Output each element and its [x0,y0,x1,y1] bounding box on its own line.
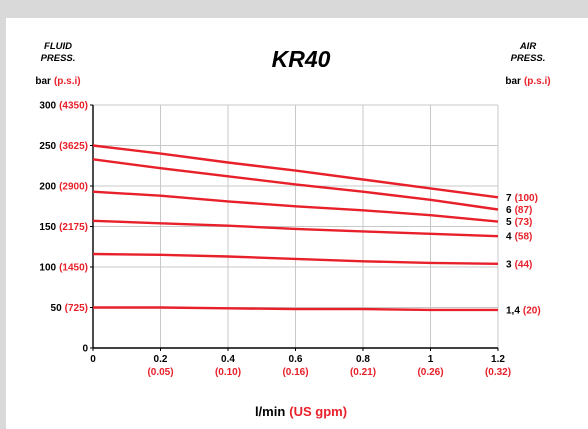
chart-svg: KR40 FLUID PRESS. AIR PRESS. bar (p.s.i) … [35,41,550,419]
series-label-main-4: 3 [506,259,512,270]
y-tick-label-0: 0 [82,344,88,355]
series-line-4 [92,252,499,265]
y-tick-label-alt-1: (725) [65,303,88,314]
x-tick-label-alt-6: (0.32) [485,367,511,378]
y-tick-label-5: 250 (3625) [39,141,88,152]
x-tick-label-2: 0.4 [221,354,235,365]
series-label-2: 5 (73) [506,217,532,228]
y-tick-label-alt-3: (2175) [59,222,88,233]
chart-title: KR40 [272,46,331,72]
series-label-alt-0: (100) [515,193,538,204]
y-tick-label-alt-4: (2900) [59,182,88,193]
series-label-main-1: 6 [506,205,512,216]
right-header-line1: AIR [519,41,537,52]
x-tick-label-1: 0.2 [154,354,168,365]
series-label-main-5: 1,4 [506,305,520,316]
x-tick-label-3: 0.6 [289,354,303,365]
x-tick-label-4: 0.8 [356,354,370,365]
x-axis-title-main: l/min [255,404,285,419]
series-label-alt-4: (44) [515,259,533,270]
series-label-main-2: 5 [506,217,512,228]
y-tick-label-main-5: 250 [39,141,56,152]
series-line-1 [92,158,499,211]
y-tick-label-main-2: 100 [39,263,56,274]
x-axis-title-alt: (US gpm) [289,404,347,419]
series-label-1: 6 (87) [506,205,532,216]
x-tick-label-alt-5: (0.26) [417,367,443,378]
series-label-3: 4 (58) [506,232,532,243]
series-label-5: 1,4 (20) [506,305,541,316]
series-label-alt-5: (20) [523,305,541,316]
series-line-3 [92,219,499,238]
series-label-main-3: 4 [506,232,512,243]
y-tick-label-2: 100 (1450) [39,263,88,274]
y-tick-label-main-4: 200 [39,182,56,193]
y-tick-label-main-6: 300 [39,101,56,112]
series-label-alt-2: (73) [515,217,533,228]
grid-layer [93,104,499,348]
right-header-line2: PRESS. [511,53,546,64]
y-tick-label-4: 200 (2900) [39,182,88,193]
x-tick-label-5: 1 [428,354,434,365]
y-tick-label-alt-5: (3625) [59,141,88,152]
x-tick-label-alt-2: (0.10) [215,367,241,378]
series-layer [92,144,499,312]
y-tick-label-main-0: 0 [82,344,88,355]
series-label-alt-1: (87) [515,205,533,216]
y-tick-label-main-1: 50 [51,303,63,314]
left-header-line1: FLUID [44,41,72,52]
x-tick-label-alt-1: (0.05) [147,367,173,378]
series-label-4: 3 (44) [506,259,532,270]
series-label-0: 7 (100) [506,193,538,204]
y-tick-label-main-3: 150 [39,222,56,233]
series-label-alt-3: (58) [515,232,533,243]
y-tick-label-3: 150 (2175) [39,222,88,233]
y-tick-label-alt-2: (1450) [59,263,88,274]
text-layer: KR40 FLUID PRESS. AIR PRESS. bar (p.s.i) … [35,41,550,419]
right-unit-main: bar [505,76,521,87]
x-tick-label-6: 1.2 [491,354,505,365]
x-tick-label-0: 0 [90,354,96,365]
y-tick-label-alt-6: (4350) [59,101,88,112]
right-unit-alt: (p.s.i) [524,76,551,87]
series-line-2 [92,190,499,223]
y-tick-label-1: 50 (725) [51,303,88,314]
series-line-0 [92,144,499,199]
x-tick-label-alt-4: (0.21) [350,367,376,378]
left-unit-label: bar (p.s.i) [35,76,80,87]
x-tick-label-alt-3: (0.16) [282,367,308,378]
y-tick-label-6: 300 (4350) [39,101,88,112]
left-unit-alt: (p.s.i) [54,76,81,87]
series-line-5 [93,306,498,312]
left-unit-main: bar [35,76,51,87]
left-header-line2: PRESS. [41,53,76,64]
right-unit-label: bar (p.s.i) [505,76,550,87]
x-axis-title: l/min (US gpm) [255,404,347,419]
series-label-main-0: 7 [506,193,512,204]
chart-panel: KR40 FLUID PRESS. AIR PRESS. bar (p.s.i) … [6,18,588,429]
